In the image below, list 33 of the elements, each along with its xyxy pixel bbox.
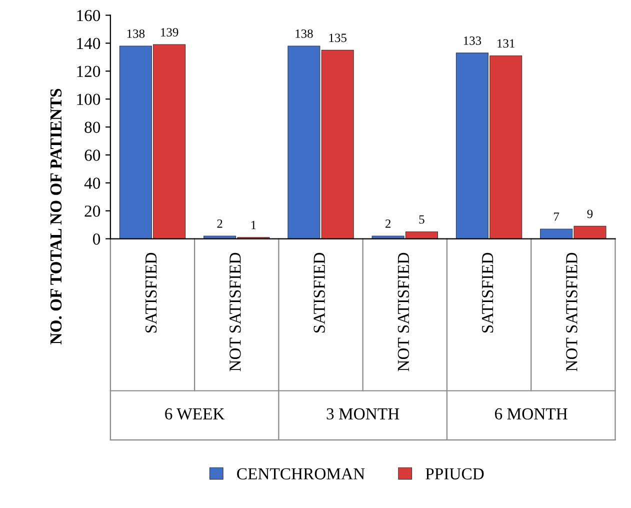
- y-tick-label: 100: [77, 94, 100, 106]
- data-label: 2: [385, 219, 390, 228]
- y-tick-label: 80: [84, 122, 100, 133]
- y-tick-label: 40: [84, 178, 100, 189]
- x-tick-label: SATISFIED: [314, 252, 325, 333]
- x-tick-label: NOT SATISFIED: [230, 252, 241, 372]
- text: 6 MONTH: [495, 408, 568, 420]
- x-tick-label: NOT SATISFIED: [566, 252, 578, 372]
- y-tick-label: 120: [77, 66, 100, 78]
- data-label: 1: [251, 220, 256, 230]
- data-label: 7: [554, 212, 560, 221]
- data-label: 5: [419, 215, 424, 224]
- data-label: 138: [127, 29, 145, 38]
- legend-label: PPIUCD: [426, 468, 484, 480]
- y-tick-label: 20: [84, 206, 100, 217]
- y-tick-label: 60: [84, 150, 100, 161]
- x-tick-label: NOT SATISFIED: [398, 252, 410, 372]
- data-label: 135: [329, 34, 346, 42]
- data-label: 138: [296, 29, 313, 38]
- legend-label: CENTCHROMAN: [237, 468, 365, 480]
- data-label: 9: [587, 210, 593, 218]
- data-label: 2: [217, 219, 222, 228]
- data-label: 131: [498, 39, 514, 48]
- text: 6 WEEK: [165, 408, 225, 420]
- data-label: 139: [161, 28, 178, 36]
- x-tick-label: SATISFIED: [145, 252, 157, 333]
- x-tick-label: SATISFIED: [482, 252, 494, 333]
- y-tick-label: 140: [77, 38, 100, 50]
- y-tick-label: 160: [77, 10, 100, 22]
- y-tick-label: 0: [93, 233, 100, 245]
- data-label: 133: [464, 36, 482, 45]
- text: 3 MONTH: [326, 408, 400, 420]
- y-axis-title: NO. OF TOTAL NO OF PATIENTS: [50, 88, 62, 344]
